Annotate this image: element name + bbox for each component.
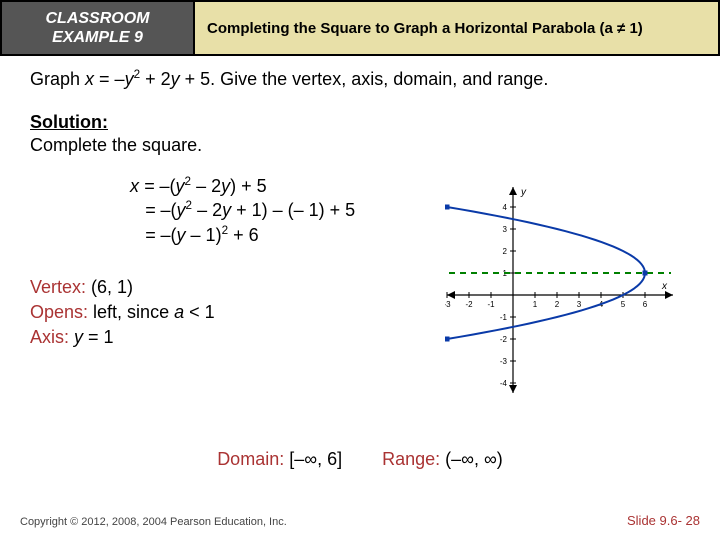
svg-text:6: 6: [643, 300, 648, 309]
copyright: Copyright © 2012, 2008, 2004 Pearson Edu…: [20, 516, 287, 528]
svg-text:2: 2: [503, 247, 508, 256]
svg-text:-1: -1: [500, 313, 508, 322]
problem-equation: x = –y2 + 2y + 5.: [85, 69, 215, 89]
svg-text:x: x: [661, 281, 668, 292]
svg-text:-2: -2: [500, 335, 508, 344]
opens-value: left, since a < 1: [88, 302, 215, 322]
svg-text:-2: -2: [465, 300, 473, 309]
slide-number: Slide 9.6- 28: [627, 513, 700, 528]
domain-label: Domain:: [217, 449, 284, 469]
eq-line: x = –(y2 – 2y) + 5: [130, 174, 355, 198]
svg-text:2: 2: [555, 300, 560, 309]
header: CLASSROOM EXAMPLE 9 Completing the Squar…: [0, 0, 720, 56]
example-badge: CLASSROOM EXAMPLE 9: [0, 0, 195, 56]
problem-statement: Graph x = –y2 + 2y + 5. Give the vertex,…: [30, 68, 690, 90]
range: Range: (–∞, ∞): [382, 449, 503, 470]
vertex-label: Vertex:: [30, 277, 86, 297]
domain-range: Domain: [–∞, 6] Range: (–∞, ∞): [0, 449, 720, 470]
svg-text:y: y: [520, 187, 527, 198]
svg-text:-3: -3: [445, 300, 451, 309]
axis-value: y = 1: [69, 327, 114, 347]
opens-label: Opens:: [30, 302, 88, 322]
range-value: (–∞, ∞): [440, 449, 503, 469]
svg-text:5: 5: [621, 300, 626, 309]
problem-suffix: Give the vertex, axis, domain, and range…: [215, 69, 548, 89]
svg-text:3: 3: [577, 300, 582, 309]
svg-text:-4: -4: [500, 379, 508, 388]
range-label: Range:: [382, 449, 440, 469]
svg-text:1: 1: [533, 300, 538, 309]
svg-text:4: 4: [503, 203, 508, 212]
example-line1: CLASSROOM: [46, 9, 150, 28]
parabola-graph: -3-2-1123456-4-3-2-11234yx: [445, 185, 675, 395]
axis-label: Axis:: [30, 327, 69, 347]
example-line2: EXAMPLE 9: [52, 28, 143, 47]
svg-text:3: 3: [503, 225, 508, 234]
svg-text:-1: -1: [487, 300, 495, 309]
vertex-value: (6, 1): [86, 277, 133, 297]
domain: Domain: [–∞, 6]: [217, 449, 342, 470]
solution-label: Solution:: [30, 112, 690, 133]
complete-square: Complete the square.: [30, 135, 690, 156]
problem-prefix: Graph: [30, 69, 85, 89]
svg-text:-3: -3: [500, 357, 508, 366]
domain-value: [–∞, 6]: [284, 449, 342, 469]
eq-line: = –(y2 – 2y + 1) – (– 1) + 5: [130, 198, 355, 222]
equation-steps: x = –(y2 – 2y) + 5 = –(y2 – 2y + 1) – (–…: [30, 174, 355, 247]
eq-line: = –(y – 1)2 + 6: [130, 223, 355, 247]
slide-title: Completing the Square to Graph a Horizon…: [195, 0, 720, 56]
